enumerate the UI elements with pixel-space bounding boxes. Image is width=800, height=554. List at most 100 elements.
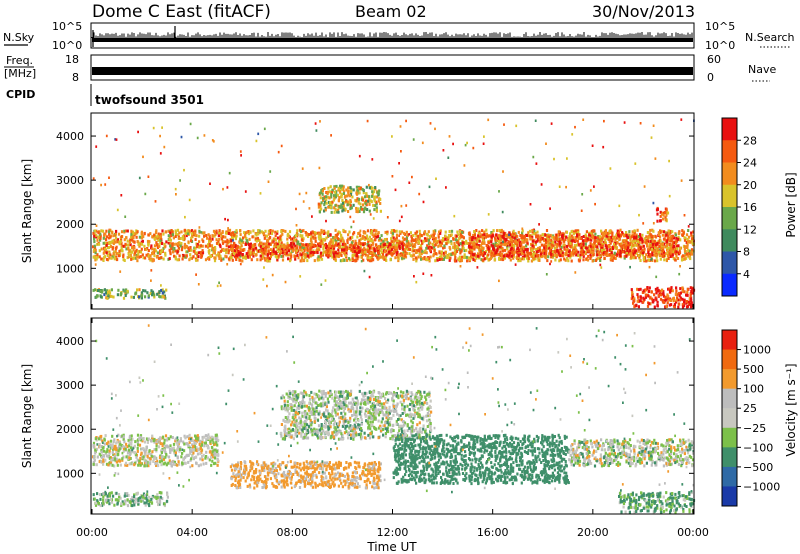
heatmap-cell [551, 240, 554, 244]
heatmap-cell [320, 201, 323, 205]
heatmap-cell [347, 237, 350, 241]
heatmap-cell [160, 457, 163, 461]
heatmap-cell [427, 242, 430, 246]
heatmap-cell [448, 135, 451, 138]
heatmap-cell [631, 249, 634, 253]
heatmap-cell [359, 246, 362, 250]
heatmap-cell [482, 142, 485, 145]
heatmap-cell [553, 250, 556, 253]
heatmap-cell [227, 257, 231, 261]
heatmap-cell [349, 186, 352, 190]
heatmap-cell [410, 237, 413, 240]
heatmap-cell [454, 258, 457, 262]
heatmap-cell [449, 247, 452, 251]
heatmap-cell [348, 194, 352, 198]
heatmap-cell [498, 245, 501, 249]
heatmap-cell [94, 437, 97, 441]
heatmap-cell [322, 197, 325, 200]
heatmap-cell [633, 253, 636, 257]
heatmap-cell [342, 192, 345, 195]
heatmap-cell [256, 236, 259, 240]
heatmap-cell [660, 245, 663, 249]
heatmap-cell [378, 237, 381, 240]
heatmap-cell [116, 446, 119, 450]
heatmap-cell [307, 233, 311, 236]
heatmap-cell [219, 245, 222, 249]
heatmap-cell [374, 204, 377, 208]
heatmap-cell [521, 231, 524, 235]
heatmap-cell [144, 192, 147, 196]
heatmap-cell [275, 241, 278, 245]
heatmap-cell [617, 250, 620, 254]
heatmap-cell [472, 258, 475, 262]
heatmap-cell [124, 215, 127, 218]
heatmap-cell [308, 249, 311, 253]
heatmap-cell [156, 243, 159, 247]
heatmap-cell [400, 215, 403, 219]
heatmap-cell [126, 445, 129, 449]
nave-tick-bottom: 0 [707, 71, 714, 84]
heatmap-cell [296, 241, 299, 245]
heatmap-cell [343, 242, 346, 246]
heatmap-cell [326, 190, 329, 194]
heatmap-cell [463, 164, 466, 167]
heatmap-cell [286, 253, 289, 257]
heatmap-cell [502, 257, 505, 261]
heatmap-cell [153, 254, 156, 258]
heatmap-cell [257, 229, 260, 232]
heatmap-cell [651, 242, 655, 246]
heatmap-cell [217, 234, 220, 238]
heatmap-cell [380, 238, 383, 242]
heatmap-cell [653, 253, 656, 257]
heatmap-cell [677, 244, 680, 248]
heatmap-cell [171, 233, 174, 237]
heatmap-cell [625, 251, 628, 255]
heatmap-cell [492, 244, 495, 248]
heatmap-cell [469, 250, 472, 254]
heatmap-cell [364, 236, 367, 240]
heatmap-cell [634, 243, 637, 247]
heatmap-cell [641, 249, 644, 253]
heatmap-cell [682, 300, 686, 304]
heatmap-cell [460, 255, 464, 259]
heatmap-cell [533, 239, 536, 243]
heatmap-cell [271, 273, 274, 277]
heatmap-cell [655, 208, 659, 212]
heatmap-cell [186, 232, 190, 235]
heatmap-cell [327, 186, 330, 190]
heatmap-cell [120, 194, 123, 197]
heatmap-cell [342, 190, 346, 194]
heatmap-cell [329, 244, 332, 248]
heatmap-cell [503, 248, 507, 252]
heatmap-cell [608, 253, 611, 256]
heatmap-cell [667, 231, 670, 235]
heatmap-cell [107, 290, 110, 294]
heatmap-cell [557, 230, 560, 234]
heatmap-cell [350, 187, 353, 191]
heatmap-cell [382, 255, 385, 259]
heatmap-cell [251, 244, 254, 248]
heatmap-cell [323, 244, 326, 248]
heatmap-cell [131, 250, 134, 254]
heatmap-cell [432, 233, 435, 237]
heatmap-cell [523, 234, 526, 238]
heatmap-cell [405, 230, 408, 234]
heatmap-cell [569, 241, 572, 245]
heatmap-cell [601, 244, 604, 248]
heatmap-cell [328, 254, 331, 258]
heatmap-cell [156, 251, 159, 255]
heatmap-cell [414, 256, 417, 260]
heatmap-cell [554, 240, 557, 244]
heatmap-cell [626, 233, 629, 237]
heatmap-cell [527, 254, 530, 257]
heatmap-cell [581, 239, 585, 243]
heatmap-cell [617, 249, 620, 253]
heatmap-cell [184, 436, 187, 440]
heatmap-cell [116, 293, 119, 297]
heatmap-cell [276, 230, 279, 233]
heatmap-cell [639, 299, 642, 303]
heatmap-cell [353, 250, 356, 254]
heatmap-cell [655, 255, 658, 259]
heatmap-cell [674, 252, 677, 256]
heatmap-cell [499, 230, 502, 234]
